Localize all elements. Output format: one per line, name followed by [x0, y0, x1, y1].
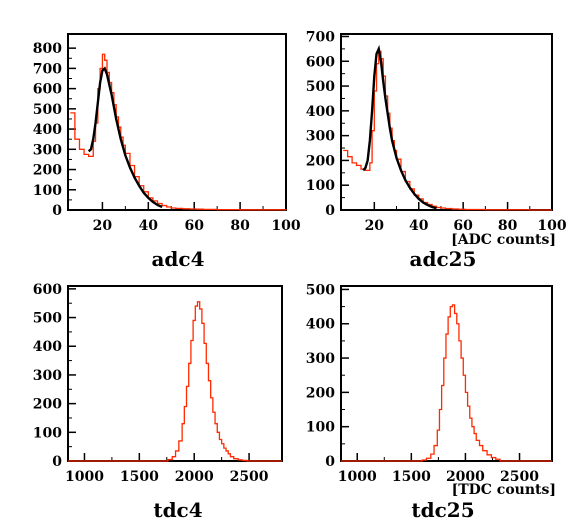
panel-title: adc4 [151, 247, 204, 271]
x-tick-label: 40 [409, 218, 429, 234]
x-tick-label: 2500 [500, 469, 539, 485]
x-tick-label: 100 [271, 218, 300, 234]
y-tick-label: 200 [306, 153, 335, 169]
plot-frame [340, 285, 553, 462]
y-tick-label: 100 [33, 425, 62, 441]
y-tick-label: 200 [306, 385, 335, 401]
x-tick-label: 2500 [230, 469, 269, 485]
y-tick-label: 100 [306, 178, 335, 194]
fit-curve [87, 66, 163, 209]
y-tick-label: 100 [33, 183, 62, 199]
x-tick-label: 1500 [120, 469, 159, 485]
y-tick-label: 0 [325, 454, 335, 470]
x-tick-label: 1000 [65, 469, 104, 485]
x-tick-label: 80 [230, 218, 250, 234]
y-tick-label: 600 [306, 54, 335, 70]
y-tick-label: 300 [33, 142, 62, 158]
y-tick-label: 400 [33, 122, 62, 138]
y-tick-label: 300 [306, 351, 335, 367]
y-tick-label: 500 [33, 102, 62, 118]
x-tick-label: 40 [139, 218, 159, 234]
y-tick-label: 500 [33, 311, 62, 327]
histogram-series [68, 301, 282, 462]
histogram-series [70, 53, 287, 211]
y-tick-label: 500 [306, 282, 335, 298]
y-tick-label: 700 [33, 61, 62, 77]
y-tick-label: 600 [33, 82, 62, 98]
x-tick-label: 60 [453, 218, 473, 234]
x-tick-label: 20 [93, 218, 113, 234]
y-tick-label: 0 [52, 203, 62, 219]
x-tick-label: 1000 [338, 469, 377, 485]
x-tick-label: 100 [537, 218, 566, 234]
y-tick-label: 300 [306, 129, 335, 145]
y-tick-label: 200 [33, 397, 62, 413]
x-tick-label: 20 [365, 218, 385, 234]
plot-frame [67, 33, 287, 211]
plot-frame [67, 285, 283, 462]
histogram-series [341, 304, 552, 462]
y-tick-label: 300 [33, 368, 62, 384]
y-tick-label: 400 [306, 104, 335, 120]
panel-title: adc25 [410, 247, 477, 271]
y-tick-label: 400 [306, 317, 335, 333]
panel-title: tdc25 [411, 498, 474, 522]
panel-tdc25: 0 100 200 300 400 500 1000 1500 2000 2500[TDC cou… [306, 282, 556, 522]
y-tick-label: 700 [306, 29, 335, 45]
x-axis-unit-label: [ADC counts] [451, 232, 556, 248]
y-tick-label: 400 [33, 339, 62, 355]
x-tick-label: 60 [184, 218, 204, 234]
y-tick-label: 500 [306, 79, 335, 95]
fit-curve [362, 44, 437, 210]
panel-tdc4: 0 100 200 300 400 500 600 1000 1500 2000 2500 tdc4 [33, 282, 283, 522]
y-tick-label: 0 [325, 203, 335, 219]
y-tick-label: 600 [33, 282, 62, 298]
panel-adc4: 0 100 200 300 400 500 600 700 800 20 40 60 80 100 adc4 [33, 33, 301, 271]
x-tick-label: 2000 [175, 469, 214, 485]
x-tick-label: 80 [498, 218, 518, 234]
y-tick-label: 0 [52, 454, 62, 470]
panel-title: tdc4 [153, 498, 202, 522]
plot-frame [340, 33, 553, 211]
x-axis-unit-label: [TDC counts] [452, 482, 556, 498]
x-tick-label: 2000 [446, 469, 485, 485]
y-tick-label: 800 [33, 41, 62, 57]
y-tick-label: 100 [306, 420, 335, 436]
x-tick-label: 1500 [392, 469, 431, 485]
y-tick-label: 200 [33, 163, 62, 179]
